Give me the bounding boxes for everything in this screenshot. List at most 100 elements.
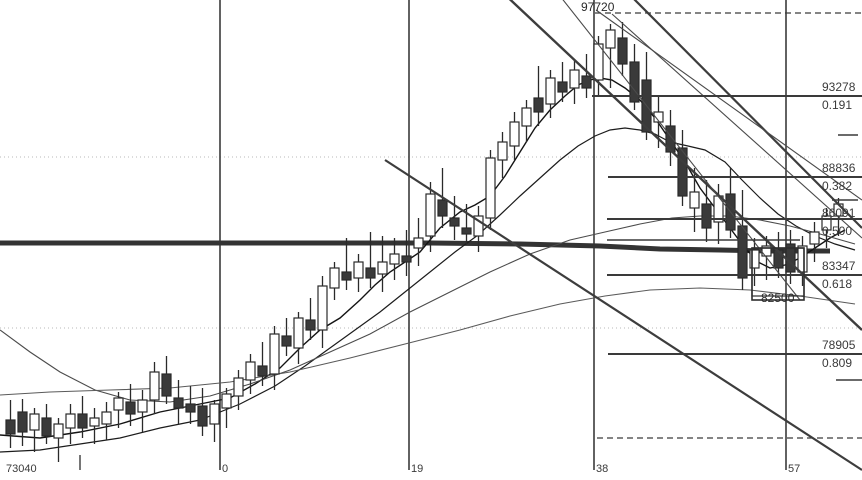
candlestick[interactable] [557, 62, 568, 102]
candlestick[interactable] [77, 396, 88, 438]
candle-body [41, 417, 52, 437]
candle-body [653, 111, 664, 123]
candle-body [161, 373, 172, 397]
candlestick[interactable] [41, 404, 52, 444]
candlestick[interactable] [809, 222, 820, 262]
candlestick[interactable] [569, 60, 580, 104]
candlestick[interactable] [353, 254, 364, 292]
candle-body [701, 203, 712, 229]
candlestick[interactable] [365, 232, 376, 288]
candlestick[interactable] [293, 312, 304, 364]
candlestick[interactable] [113, 392, 124, 428]
candlestick[interactable] [29, 408, 40, 452]
fib-level-label-4: 0.809 [822, 356, 853, 370]
candlestick[interactable] [461, 204, 472, 244]
candle-body [341, 271, 352, 281]
x-axis-tick-1: 0 [222, 463, 229, 475]
selection-box[interactable] [751, 247, 805, 301]
candle-body [521, 107, 532, 127]
candlestick[interactable] [221, 388, 232, 428]
candlestick[interactable] [341, 238, 352, 290]
candlestick[interactable] [677, 130, 688, 206]
candlestick[interactable] [101, 402, 112, 440]
candlestick[interactable] [305, 298, 316, 340]
candle-body [65, 413, 76, 429]
candlestick[interactable] [137, 390, 148, 432]
candlestick[interactable] [257, 342, 268, 386]
candlestick[interactable] [509, 112, 520, 160]
candlestick[interactable] [617, 22, 628, 76]
candlestick[interactable] [17, 399, 28, 446]
candlestick[interactable] [425, 182, 436, 252]
candlestick[interactable] [401, 230, 412, 276]
candle-body [821, 215, 832, 231]
candlestick[interactable] [173, 380, 184, 424]
minor-trendlines[interactable] [560, 0, 862, 301]
candlestick[interactable] [377, 236, 388, 292]
candlestick[interactable] [797, 236, 808, 286]
candlestick[interactable] [65, 404, 76, 444]
x-axis-tick-3: 38 [596, 463, 609, 475]
price-level-label-4: 78905 [822, 338, 856, 352]
candlestick[interactable] [485, 150, 496, 230]
candle-body [401, 255, 412, 263]
candlestick[interactable] [149, 362, 160, 414]
candlestick[interactable] [161, 356, 172, 404]
candlestick[interactable] [329, 262, 340, 300]
candle-body [665, 125, 676, 153]
price-level-label-2: 86091 [822, 206, 856, 220]
candle-body [305, 319, 316, 331]
candle-body [449, 217, 460, 227]
candlestick[interactable] [581, 54, 592, 98]
candlestick[interactable] [317, 276, 328, 348]
price-level-label-0: 93278 [822, 80, 856, 94]
candle-body [581, 75, 592, 89]
candle-body [125, 401, 136, 415]
candlestick[interactable] [689, 168, 700, 232]
candle-body [461, 227, 472, 235]
candlestick[interactable] [233, 370, 244, 410]
candle-body [317, 285, 328, 331]
candlestick[interactable] [125, 384, 136, 426]
candlestick[interactable] [821, 208, 832, 248]
candlestick[interactable] [497, 132, 508, 178]
candlestick[interactable] [749, 238, 760, 286]
candlestick[interactable] [245, 354, 256, 394]
candlestick[interactable] [605, 24, 616, 88]
candlestick[interactable] [629, 44, 640, 110]
candle-body [737, 225, 748, 279]
candle-body [281, 335, 292, 347]
candlestick[interactable] [53, 418, 64, 462]
candlestick[interactable] [185, 386, 196, 424]
candlestick[interactable] [281, 318, 292, 356]
candle-body [269, 333, 280, 375]
fib-level-label-1: 0.382 [822, 179, 853, 193]
candlestick[interactable] [413, 218, 424, 266]
x-axis-tick-4: 57 [788, 463, 801, 475]
fib-price-lines[interactable] [592, 95, 862, 355]
downtrend-channel[interactable] [384, 0, 862, 471]
candle-body [485, 157, 496, 219]
candlestick[interactable] [209, 400, 220, 442]
candlestick[interactable] [269, 326, 280, 390]
candlestick[interactable] [389, 238, 400, 280]
candlestick[interactable] [545, 70, 556, 118]
ma-mid-line [0, 127, 856, 453]
candlestick[interactable] [533, 66, 544, 126]
candle-body [77, 413, 88, 429]
candle-body [209, 403, 220, 425]
candlestick[interactable] [89, 408, 100, 444]
candlestick[interactable] [665, 110, 676, 166]
candlestick[interactable] [701, 180, 712, 242]
candle-body [629, 61, 640, 103]
candlestick[interactable] [473, 206, 484, 252]
x-axis-tick-0: 73040 [6, 463, 37, 475]
candle-body [5, 419, 16, 435]
candlestick[interactable] [449, 196, 460, 240]
candle-body [365, 267, 376, 279]
candlestick[interactable] [521, 100, 532, 142]
candlestick[interactable] [5, 400, 16, 448]
candlestick[interactable] [197, 388, 208, 436]
